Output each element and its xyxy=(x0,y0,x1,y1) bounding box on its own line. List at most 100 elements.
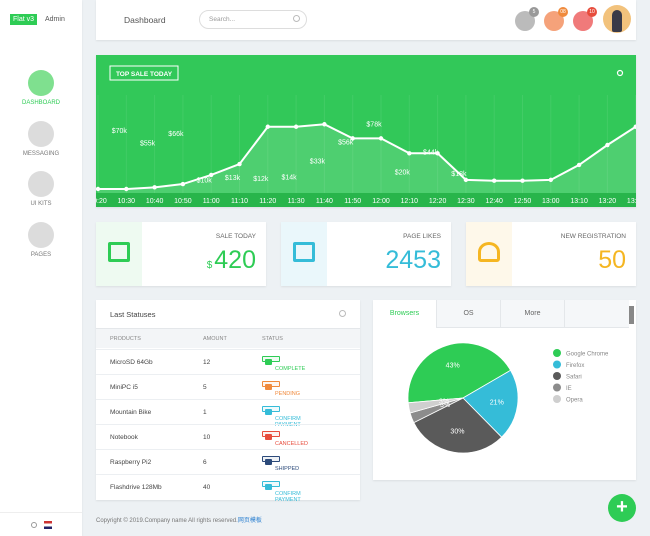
legend-marker xyxy=(553,395,561,403)
notification-icon[interactable]: 08 xyxy=(544,7,568,31)
tab[interactable]: OS xyxy=(437,300,501,328)
point xyxy=(180,181,186,187)
legend-label: Firefox xyxy=(566,363,584,369)
legend-label: Opera xyxy=(566,398,583,404)
table-row: Flashdrive 128Mb 40 CONFIRM PAYMENT xyxy=(96,474,360,503)
footer-link[interactable]: 网页模板 xyxy=(237,518,262,524)
x-tick-label: 10:50 xyxy=(174,198,192,205)
legend-marker xyxy=(553,372,561,380)
status-icon xyxy=(265,359,272,365)
status-badge: PENDING xyxy=(262,381,300,397)
pie-slice xyxy=(407,397,464,414)
data-label: $56k xyxy=(338,140,354,147)
menu-item[interactable]: DASHBOARD xyxy=(0,70,82,106)
notification-icon[interactable]: 10 xyxy=(573,7,597,31)
data-label: $10k xyxy=(197,178,213,185)
search-icon xyxy=(293,15,300,22)
x-tick-label: 11:20 xyxy=(259,198,276,205)
amount: 40 xyxy=(203,484,211,491)
product: Flashdrive 128Mb xyxy=(110,484,162,491)
point xyxy=(237,161,242,167)
status-badge: COMPLETE xyxy=(262,356,305,372)
status-badge: SHIPPED xyxy=(262,456,299,472)
status-card: Last Statuses PRODUCTS AMOUNT STATUS Micro… xyxy=(96,300,360,503)
stat-icon xyxy=(108,242,130,262)
page-title: Dashboard xyxy=(124,15,166,25)
notification-icon[interactable]: 5 xyxy=(515,7,539,31)
slice-label: 3% xyxy=(439,398,449,405)
avatar[interactable] xyxy=(603,5,631,33)
status-text: CONFIRM PAYMENT xyxy=(275,416,301,428)
add-button[interactable]: + xyxy=(608,494,636,522)
point xyxy=(124,186,129,192)
tab[interactable]: Browsers xyxy=(373,300,437,328)
x-tick-label: 11:30 xyxy=(288,198,305,205)
status-icon xyxy=(265,484,272,490)
amount: 12 xyxy=(203,359,211,366)
title-box xyxy=(109,65,179,81)
search-box[interactable]: Search... xyxy=(199,10,307,29)
x-tick-label: 12:00 xyxy=(372,198,390,205)
x-tick-label: 12:40 xyxy=(485,198,503,205)
menu-label: UI KITS xyxy=(30,201,52,207)
data-label: $66k xyxy=(168,131,184,138)
refresh-icon[interactable] xyxy=(616,69,624,77)
legend-label: Google Chrome xyxy=(566,352,609,358)
menu-item[interactable]: PAGES xyxy=(0,221,82,258)
stat-value-wrap: $420 xyxy=(207,246,256,275)
point xyxy=(633,124,636,129)
x-tick-label: 12:10 xyxy=(401,198,419,205)
x-tick-label: 11:00 xyxy=(203,198,220,205)
menu-item[interactable]: MESSAGING xyxy=(0,120,82,157)
x-tick-label: 11:50 xyxy=(344,198,361,205)
legend-label: Safari xyxy=(566,375,582,381)
product: MiniPC i5 xyxy=(110,384,138,391)
notification-badge: 08 xyxy=(558,7,568,17)
header: Dashboard Search... 5 08 10 xyxy=(96,0,636,40)
menu-label: DASHBOARD xyxy=(21,100,60,106)
table-row: Notebook 10 CANCELLED xyxy=(96,424,360,449)
status-text: CONFIRM PAYMENT xyxy=(275,491,301,503)
data-label: $44k xyxy=(423,149,439,156)
legend-label: IE xyxy=(566,386,572,392)
tab-bar: Browsers OS More xyxy=(373,300,629,328)
point xyxy=(520,178,525,183)
x-tick-label: 10:30 xyxy=(118,198,136,205)
slice-label: 30% xyxy=(450,429,464,436)
point xyxy=(96,186,101,192)
sidebar-footer xyxy=(0,512,82,536)
data-label: $78k xyxy=(366,121,382,128)
menu-icon xyxy=(28,70,54,96)
status-icon xyxy=(265,409,272,415)
data-label: $55k xyxy=(140,140,156,147)
stat-icon xyxy=(478,242,500,262)
data-label: $12k xyxy=(253,176,269,183)
refresh-icon[interactable] xyxy=(339,310,346,317)
amount: 5 xyxy=(203,384,207,391)
footer: Copyright © 2019.Company name All rights… xyxy=(96,515,262,524)
point xyxy=(152,185,157,190)
status-badge: CONFIRM PAYMENT xyxy=(262,406,301,428)
point xyxy=(293,124,299,129)
share-icon[interactable] xyxy=(31,522,37,528)
data-label: $70k xyxy=(112,128,128,135)
scrollbar[interactable] xyxy=(629,306,634,324)
point xyxy=(605,142,610,148)
tab[interactable]: More xyxy=(501,300,565,328)
flag-icon[interactable] xyxy=(44,521,52,529)
point xyxy=(265,124,270,129)
legend-marker xyxy=(553,349,561,357)
sales-card: TOP SALE TODAY 10:20 10:30 10:40 10:50 11:00… xyxy=(96,55,636,207)
copyright: Copyright © 2019.Company name All rights… xyxy=(96,518,238,524)
menu-item[interactable]: UI KITS xyxy=(0,171,82,207)
status-text: CANCELLED xyxy=(275,441,309,447)
logo[interactable]: Flat v3 xyxy=(10,14,38,25)
table-title: Last Statuses xyxy=(110,310,156,319)
x-axis-band xyxy=(96,193,636,207)
status-text: PENDING xyxy=(275,391,301,397)
x-tick-label: 11:40 xyxy=(316,198,333,205)
point xyxy=(407,151,412,156)
notification-badge: 5 xyxy=(529,7,539,17)
chart-title: TOP SALE TODAY xyxy=(116,71,173,78)
sales-chart: TOP SALE TODAY 10:20 10:30 10:40 10:50 11:00… xyxy=(96,65,636,207)
